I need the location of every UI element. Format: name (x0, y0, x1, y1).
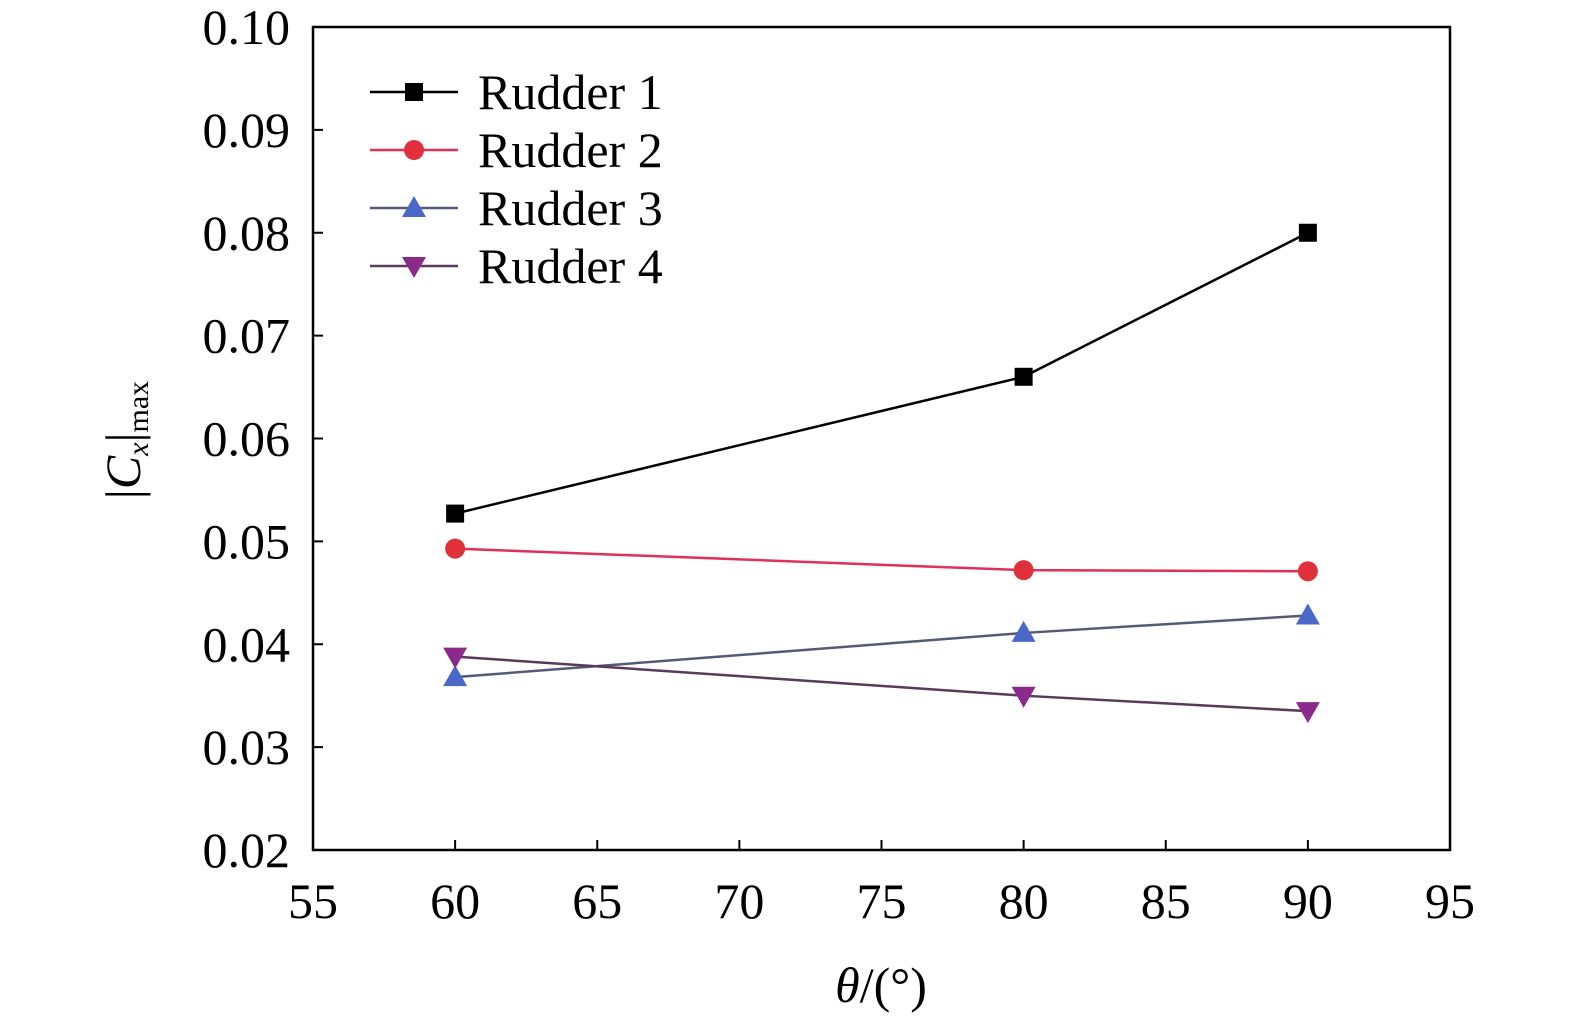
y-tick-label: 0.09 (203, 102, 291, 158)
y-axis-sub: x (122, 442, 155, 457)
y-tick-label: 0.07 (203, 308, 291, 364)
data-point-rudder-1 (446, 504, 465, 523)
y-tick-label: 0.02 (203, 822, 291, 878)
legend-marker (402, 196, 426, 217)
legend-label: Rudder 4 (478, 238, 663, 294)
legend-marker (404, 140, 424, 160)
x-tick-label: 60 (430, 873, 480, 929)
x-tick-label: 65 (572, 873, 622, 929)
x-axis-label: θ/(°) (835, 957, 927, 1013)
legend-label: Rudder 2 (478, 122, 663, 178)
data-point-rudder-1 (1298, 223, 1317, 242)
legend-label: Rudder 3 (478, 180, 663, 236)
x-tick-label: 55 (288, 873, 338, 929)
x-tick-label: 75 (857, 873, 907, 929)
data-point-rudder-2 (445, 538, 466, 559)
legend-item-rudder-1: Rudder 1 (370, 64, 663, 120)
data-point-rudder-4 (443, 647, 468, 669)
y-axis-label: |Cx|max (95, 381, 155, 499)
x-axis-symbol: θ (835, 957, 860, 1013)
x-tick-label: 90 (1283, 873, 1333, 929)
legend-marker (402, 257, 426, 278)
y-tick-label: 0.10 (203, 0, 291, 55)
series-markers (443, 223, 1320, 724)
y-tick-label: 0.04 (203, 616, 291, 672)
y-axis-subscript: max (122, 381, 155, 433)
y-tick-label: 0.03 (203, 719, 291, 775)
x-tick-label: 70 (714, 873, 764, 929)
data-point-rudder-3 (443, 665, 468, 687)
x-axis-unit: /(°) (860, 957, 927, 1013)
y-axis-bar-close: | (95, 432, 151, 442)
legend-item-rudder-2: Rudder 2 (370, 122, 663, 178)
series-lines (454, 231, 1309, 713)
legend-marker (405, 83, 423, 101)
series-line-rudder-2 (455, 547, 1308, 573)
data-point-rudder-3 (1011, 620, 1036, 642)
y-tick-label: 0.05 (203, 513, 291, 569)
axis-ticks: 55 60 65 70 75 80 85 90 95 0.02 0.03 0.04 0.05 0.06 0.… (203, 0, 1476, 929)
series-line-rudder-3 (455, 614, 1308, 679)
legend-item-rudder-3: Rudder 3 (370, 180, 663, 236)
y-axis-symbol: C (95, 455, 151, 489)
data-point-rudder-2 (1297, 561, 1318, 582)
y-axis-bar-open: | (95, 489, 151, 499)
data-point-rudder-3 (1295, 603, 1320, 625)
y-tick-label: 0.06 (203, 411, 291, 467)
data-point-rudder-4 (1011, 686, 1036, 708)
series-line-rudder-4 (455, 655, 1308, 713)
x-tick-label: 85 (1141, 873, 1191, 929)
data-point-rudder-4 (1295, 702, 1320, 724)
x-tick-label: 95 (1425, 873, 1475, 929)
y-tick-label: 0.08 (203, 205, 291, 261)
data-point-rudder-1 (1014, 367, 1033, 386)
legend-item-rudder-4: Rudder 4 (370, 238, 663, 294)
data-point-rudder-2 (1013, 560, 1034, 581)
legend-label: Rudder 1 (478, 64, 663, 120)
x-tick-label: 80 (999, 873, 1049, 929)
